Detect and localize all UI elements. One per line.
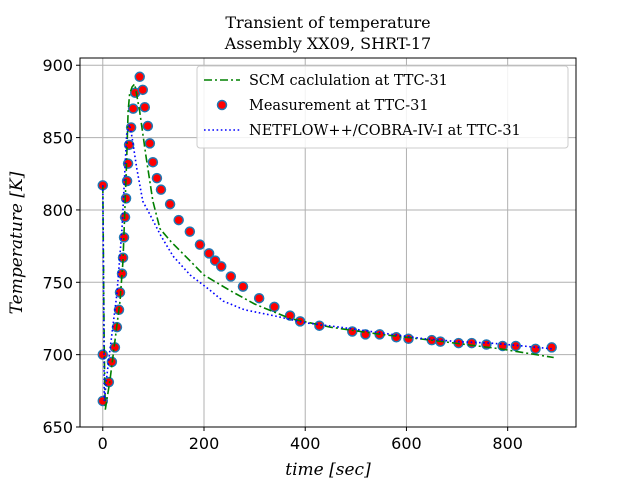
y-label-var: Temperature <box>7 203 27 314</box>
plot-frame <box>79 57 577 428</box>
measurement-point <box>314 320 325 331</box>
measurement-point <box>155 184 167 195</box>
measurement-point <box>269 301 280 313</box>
measurement-point <box>546 342 557 353</box>
x-tick-label: 400 <box>290 434 321 453</box>
y-tick-label: 850 <box>42 129 73 148</box>
measurement-point <box>121 175 133 187</box>
measurement-point <box>510 340 522 352</box>
chart-title: Transient of temperature <box>225 13 430 32</box>
x-axis-label: time [sec] <box>285 460 371 480</box>
y-label-unit: [K] <box>7 171 27 197</box>
y-tick-label: 650 <box>42 418 73 437</box>
y-axis-label: Temperature [K] <box>7 171 27 314</box>
x-tick-label: 600 <box>391 434 422 453</box>
measurement-point <box>142 120 154 132</box>
measurement-point <box>164 198 176 210</box>
measurement-point <box>137 84 149 96</box>
measurement-point <box>139 101 151 113</box>
chart-subtitle: Assembly XX09, SHRT-17 <box>224 34 431 53</box>
y-tick-label: 750 <box>42 273 73 292</box>
legend-label-scm: SCM caclulation at TTC-31 <box>249 73 448 89</box>
measurement-point <box>144 138 156 149</box>
legend-label-netflow: NETFLOW++/COBRA-IV-I at TTC-31 <box>249 123 521 139</box>
measurement-point <box>194 239 206 250</box>
measurement-point <box>173 214 184 226</box>
x-ticks: 0 200 400 600 800 <box>98 427 523 453</box>
measurement-point <box>530 343 541 355</box>
measurement-point <box>97 349 109 360</box>
measurement-point <box>347 326 358 337</box>
measurement-point <box>284 310 296 321</box>
legend-label-measurement: Measurement at TTC-31 <box>249 98 429 114</box>
y-tick-label: 800 <box>42 201 73 220</box>
measurement-point <box>225 271 237 282</box>
series-lines <box>102 82 554 410</box>
y-ticks: 650 700 750 800 850 900 <box>42 56 80 437</box>
measurement-point <box>203 248 215 259</box>
x-tick-label: 800 <box>492 434 523 453</box>
x-tick-label: 0 <box>98 434 108 453</box>
measurement-point <box>215 261 227 272</box>
netflow-line <box>102 124 553 402</box>
x-tick-label: 200 <box>189 434 220 453</box>
x-label-unit: [sec] <box>329 460 371 480</box>
measurement-point <box>151 172 163 184</box>
measurement-point <box>147 156 159 168</box>
legend-box <box>196 65 569 149</box>
legend: SCM caclulation at TTC-31 Measurement at… <box>196 65 569 149</box>
measurement-point <box>253 292 265 304</box>
x-label-var: time <box>285 460 323 480</box>
measurement-point <box>134 71 145 83</box>
measurement-point <box>184 226 196 237</box>
measurement-point <box>127 103 139 114</box>
y-tick-label: 900 <box>42 56 73 75</box>
legend-swatch-measurement <box>216 99 228 111</box>
measurement-point <box>237 281 249 292</box>
y-tick-label: 700 <box>42 346 73 365</box>
